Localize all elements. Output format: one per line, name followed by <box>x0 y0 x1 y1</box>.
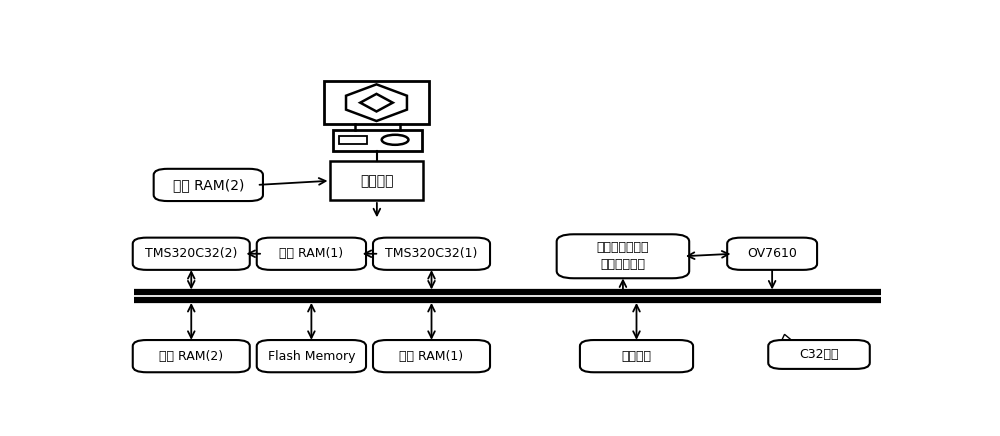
FancyBboxPatch shape <box>557 234 689 278</box>
FancyBboxPatch shape <box>133 340 250 372</box>
Bar <box>324 81 429 125</box>
Text: TMS320C32(1): TMS320C32(1) <box>385 247 478 260</box>
Bar <box>333 129 422 151</box>
Text: 数据 RAM(1): 数据 RAM(1) <box>279 247 343 260</box>
FancyBboxPatch shape <box>257 340 366 372</box>
Polygon shape <box>360 94 393 112</box>
Text: 帧存储器: 帧存储器 <box>622 350 652 363</box>
FancyBboxPatch shape <box>154 169 263 201</box>
Polygon shape <box>781 334 795 343</box>
Ellipse shape <box>382 135 408 145</box>
Text: C32总线: C32总线 <box>799 348 839 361</box>
FancyBboxPatch shape <box>373 340 490 372</box>
FancyBboxPatch shape <box>580 340 693 372</box>
Bar <box>339 136 367 144</box>
Text: 数据 RAM(2): 数据 RAM(2) <box>173 178 244 192</box>
FancyBboxPatch shape <box>727 238 817 270</box>
Bar <box>330 161 423 200</box>
Text: 程序 RAM(1): 程序 RAM(1) <box>399 350 464 363</box>
FancyBboxPatch shape <box>133 238 250 270</box>
Text: 地址译码、图像
采集控制电路: 地址译码、图像 采集控制电路 <box>597 241 649 271</box>
Text: Flash Memory: Flash Memory <box>268 350 355 363</box>
FancyBboxPatch shape <box>768 340 870 369</box>
Text: OV7610: OV7610 <box>747 247 797 260</box>
Polygon shape <box>346 84 407 121</box>
FancyBboxPatch shape <box>257 238 366 270</box>
FancyBboxPatch shape <box>373 238 490 270</box>
Text: 工控微机: 工控微机 <box>360 174 394 188</box>
Text: 程序 RAM(2): 程序 RAM(2) <box>159 350 223 363</box>
Text: TMS320C32(2): TMS320C32(2) <box>145 247 237 260</box>
